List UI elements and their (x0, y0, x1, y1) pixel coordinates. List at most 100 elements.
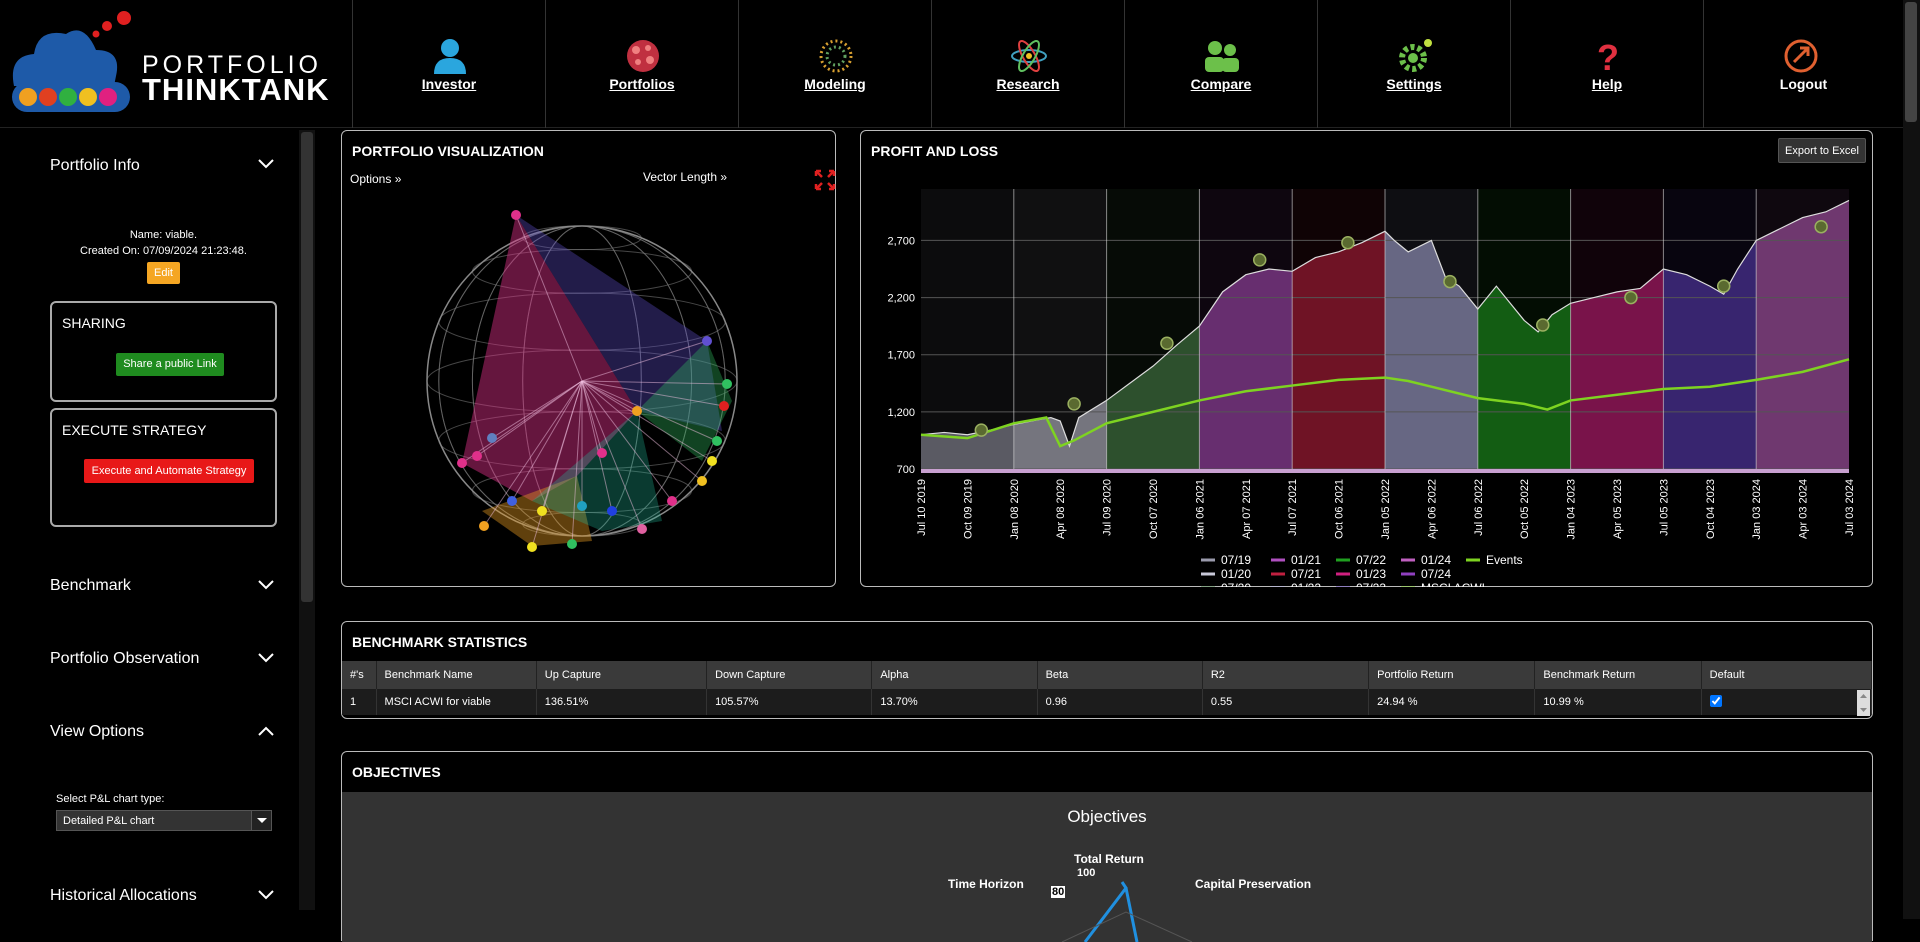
sidebar-scrollbar-thumb[interactable] (301, 132, 313, 602)
objectives-radar-chart (1061, 881, 1193, 942)
asset-point (722, 379, 732, 389)
compare-icon (1205, 41, 1239, 72)
asset-point (667, 496, 677, 506)
export-excel-button[interactable]: Export to Excel (1778, 138, 1866, 163)
nav-settings[interactable]: Settings (1317, 0, 1510, 128)
sphere-facet (532, 411, 662, 531)
nav-modeling[interactable]: Modeling (738, 0, 931, 128)
asset-point (577, 501, 587, 511)
edit-button[interactable]: Edit (147, 262, 180, 284)
event-point (1067, 397, 1081, 411)
column-header[interactable]: Portfolio Return (1368, 661, 1536, 689)
observation-header[interactable]: Portfolio Observation (50, 650, 200, 667)
asset-point (507, 496, 517, 506)
asset-point (487, 433, 497, 443)
event-point (1160, 336, 1174, 351)
table-header-row: #'s Benchmark Name Up Capture Down Capture A… (342, 661, 1873, 689)
table-row[interactable]: 1 MSCI ACWI for viable 136.51% 105.57% 13.70… (342, 689, 1873, 715)
x-tick-label: Oct 09 2019 (962, 479, 974, 539)
event-point (1443, 274, 1457, 289)
viz-options-link[interactable]: Options » (350, 172, 402, 186)
vector-line (511, 380, 583, 502)
execute-strategy-button[interactable]: Execute and Automate Strategy (84, 459, 254, 483)
legend-label: 01/22 (1291, 581, 1321, 587)
objectives-panel: OBJECTIVES Objectives Total Return Time … (341, 751, 1873, 942)
nav-help-label: Help (1591, 76, 1623, 92)
portfolio-visualization-panel: PORTFOLIO VISUALIZATION Options » Vector… (341, 130, 836, 587)
column-header[interactable]: Default (1701, 661, 1873, 689)
fullscreen-icon[interactable] (814, 169, 836, 191)
benchmark-header[interactable]: Benchmark (50, 577, 131, 594)
share-link-button[interactable]: Share a public Link (116, 353, 224, 376)
column-header[interactable]: R2 (1202, 661, 1370, 689)
axis-total-return: Total Return (1074, 852, 1144, 866)
x-tick-label: Jan 06 2021 (1194, 479, 1206, 540)
table-cell: 105.57% (706, 689, 873, 715)
event-point (1252, 253, 1267, 267)
table-cell: 0.96 (1037, 689, 1203, 715)
legend-label: 07/21 (1291, 567, 1321, 581)
sharing-title: SHARING (62, 315, 126, 331)
default-checkbox[interactable] (1709, 694, 1722, 707)
table-scrollbar[interactable] (1857, 690, 1870, 716)
nav-compare[interactable]: Compare (1124, 0, 1317, 128)
viz-vector-length-link[interactable]: Vector Length » (643, 170, 728, 184)
logo[interactable]: PORTFOLIO THINKTANK (4, 6, 344, 124)
column-header[interactable]: Down Capture (706, 661, 873, 689)
vector-line (581, 380, 643, 530)
asset-point (597, 448, 607, 458)
chevron-down-icon[interactable] (258, 890, 274, 900)
column-header[interactable]: Benchmark Name (376, 661, 537, 689)
asset-point (607, 506, 617, 516)
asset-point (712, 436, 722, 446)
event-point (1341, 235, 1355, 250)
column-header[interactable]: #'s (342, 661, 377, 689)
chevron-down-icon[interactable] (258, 580, 274, 590)
portfolio-sphere-visualization[interactable] (402, 201, 762, 581)
asset-point (707, 456, 717, 466)
column-header[interactable]: Benchmark Return (1534, 661, 1702, 689)
period-area (1756, 200, 1849, 469)
axis-capital-preservation: Capital Preservation (1195, 877, 1312, 891)
page-scrollbar-thumb[interactable] (1905, 2, 1917, 122)
chevron-down-icon[interactable] (258, 159, 274, 169)
vector-line (581, 380, 703, 482)
nav-portfolios[interactable]: Portfolios (545, 0, 738, 128)
nav-research-label: Research (996, 76, 1060, 92)
period-area (1013, 400, 1107, 469)
nav-help[interactable]: ? Help (1510, 0, 1703, 128)
table-cell: MSCI ACWI for viable (376, 689, 537, 715)
research-icon (1011, 39, 1047, 73)
nav-research[interactable]: Research (931, 0, 1124, 128)
chevron-down-icon[interactable] (251, 811, 271, 830)
column-header[interactable]: Beta (1037, 661, 1203, 689)
portfolio-info-header[interactable]: Portfolio Info (50, 157, 140, 174)
asset-point (479, 521, 489, 531)
historical-allocations-header[interactable]: Historical Allocations (50, 887, 197, 904)
legend-label: 01/20 (1221, 567, 1251, 581)
x-tick-label: Jan 08 2020 (1009, 479, 1021, 540)
asset-point (472, 451, 482, 461)
objectives-chart-area: Objectives Total Return Time Horizon Cap… (342, 792, 1872, 942)
page-scrollbar[interactable] (1903, 0, 1920, 919)
objectives-title: OBJECTIVES (352, 764, 441, 780)
chevron-up-icon[interactable] (258, 726, 274, 736)
series-portfolio-line (920, 199, 1850, 448)
chevron-down-icon[interactable] (258, 653, 274, 663)
column-header[interactable]: Up Capture (536, 661, 708, 689)
column-header[interactable]: Alpha (871, 661, 1038, 689)
sphere-outline (426, 225, 738, 537)
vector-line (581, 380, 728, 385)
view-options-header[interactable]: View Options (50, 723, 144, 740)
period-area (1106, 326, 1200, 469)
event-point (1814, 219, 1828, 234)
vector-line (461, 380, 583, 464)
nav-logout[interactable]: Logout (1703, 0, 1903, 128)
table-cell: 0.55 (1202, 689, 1370, 715)
viz-title: PORTFOLIO VISUALIZATION (352, 143, 544, 159)
legend-label: 01/23 (1356, 567, 1386, 581)
asset-point (719, 401, 729, 411)
pl-chart-type-select[interactable]: Detailed P&L chart (56, 810, 272, 831)
nav-investor[interactable]: Investor (352, 0, 545, 128)
period-area (1199, 269, 1293, 469)
